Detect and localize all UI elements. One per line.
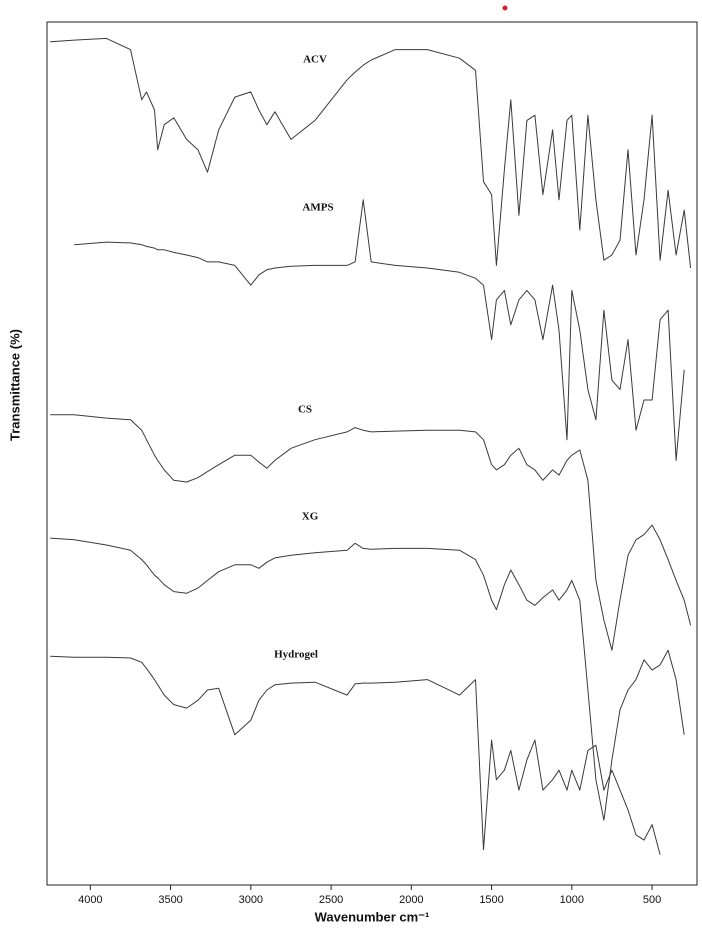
x-tick-label: 4000 [78,894,102,906]
x-tick-label: 3000 [239,894,263,906]
series-label: CS [298,404,312,416]
x-tick-label: 1500 [479,894,503,906]
series-label: ACV [303,54,327,66]
x-tick-label: 3500 [158,894,182,906]
x-tick-label: 2000 [399,894,423,906]
x-tick-label: 2500 [319,894,343,906]
spectrum-line [50,37,692,269]
marker-dot [502,5,508,11]
spectrum-line [50,414,692,651]
spectrum-line [74,199,685,461]
spectrum-line [50,537,685,821]
x-axis-label: Wavenumber cm⁻¹ [315,909,430,924]
y-axis-label: Transmittance (%) [7,329,22,441]
series-label: XG [302,511,319,523]
series-label: AMPS [302,202,333,214]
series-label: Hydrogel [274,649,318,661]
x-tick-label: 500 [643,894,661,906]
x-tick-label: 1000 [560,894,584,906]
plot-frame [46,21,698,886]
spectrum-line [50,655,661,855]
